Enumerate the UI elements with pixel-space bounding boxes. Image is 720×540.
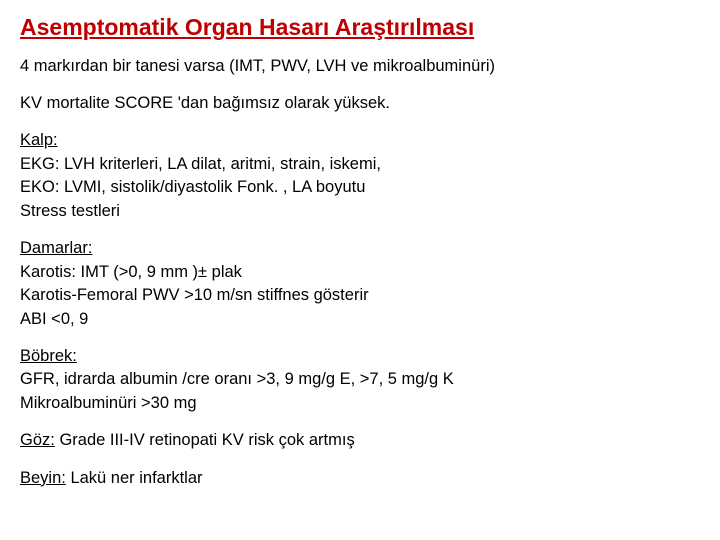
damarlar-line-3: ABI <0, 9 xyxy=(20,309,700,330)
damarlar-heading-text: Damarlar: xyxy=(20,239,92,257)
goz-rest: Grade III-IV retinopati KV risk çok artm… xyxy=(55,431,355,449)
beyin-heading-text: Beyin: xyxy=(20,469,66,487)
beyin-block: Beyin: Lakü ner infarktlar xyxy=(20,468,700,489)
damarlar-heading: Damarlar: xyxy=(20,238,700,259)
intro-line-2: KV mortalite SCORE 'dan bağımsız olarak … xyxy=(20,93,700,114)
slide-title: Asemptomatik Organ Hasarı Araştırılması xyxy=(20,14,700,42)
intro-block: 4 markırdan bir tanesi varsa (IMT, PWV, … xyxy=(20,56,700,77)
damarlar-block: Damarlar: Karotis: IMT (>0, 9 mm )± plak… xyxy=(20,238,700,330)
intro-line-1: 4 markırdan bir tanesi varsa (IMT, PWV, … xyxy=(20,56,700,77)
bobrek-line-1: GFR, idrarda albumin /cre oranı >3, 9 mg… xyxy=(20,369,700,390)
goz-heading-text: Göz: xyxy=(20,431,55,449)
kalp-block: Kalp: EKG: LVH kriterleri, LA dilat, ari… xyxy=(20,130,700,222)
bobrek-line-2: Mikroalbuminüri >30 mg xyxy=(20,393,700,414)
damarlar-line-1: Karotis: IMT (>0, 9 mm )± plak xyxy=(20,262,700,283)
kalp-heading-text: Kalp: xyxy=(20,131,58,149)
bobrek-block: Böbrek: GFR, idrarda albumin /cre oranı … xyxy=(20,346,700,414)
bobrek-heading: Böbrek: xyxy=(20,346,700,367)
beyin-line: Beyin: Lakü ner infarktlar xyxy=(20,468,700,489)
kalp-line-1: EKG: LVH kriterleri, LA dilat, aritmi, s… xyxy=(20,154,700,175)
intro-block-2: KV mortalite SCORE 'dan bağımsız olarak … xyxy=(20,93,700,114)
damarlar-line-2: Karotis-Femoral PWV >10 m/sn stiffnes gö… xyxy=(20,285,700,306)
kalp-line-2: EKO: LVMI, sistolik/diyastolik Fonk. , L… xyxy=(20,177,700,198)
slide: Asemptomatik Organ Hasarı Araştırılması … xyxy=(0,0,720,540)
kalp-line-3: Stress testleri xyxy=(20,201,700,222)
goz-line: Göz: Grade III-IV retinopati KV risk çok… xyxy=(20,430,700,451)
beyin-rest: Lakü ner infarktlar xyxy=(66,469,203,487)
bobrek-heading-text: Böbrek: xyxy=(20,347,77,365)
goz-block: Göz: Grade III-IV retinopati KV risk çok… xyxy=(20,430,700,451)
kalp-heading: Kalp: xyxy=(20,130,700,151)
